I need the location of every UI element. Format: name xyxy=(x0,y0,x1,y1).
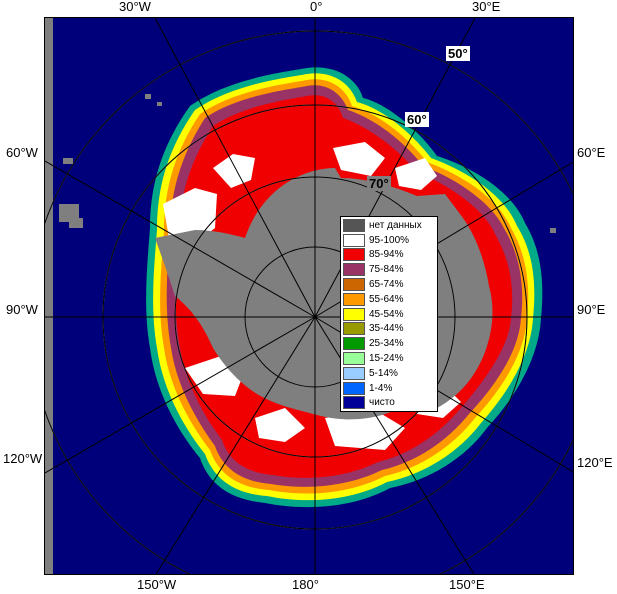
legend-item: 5-14% xyxy=(343,366,435,381)
legend-label: чисто xyxy=(369,397,395,409)
legend-label: 35-44% xyxy=(369,323,404,335)
land-speckles xyxy=(59,94,556,233)
legend-item: чисто xyxy=(343,396,435,411)
lon-label-150w: 150°W xyxy=(137,577,177,592)
lon-label-30w: 30°W xyxy=(119,0,151,14)
lat-label-60: 60° xyxy=(405,112,429,127)
legend-item: 65-74% xyxy=(343,277,435,292)
legend-swatch xyxy=(343,233,365,247)
legend-item: 35-44% xyxy=(343,322,435,337)
legend-label: 25-34% xyxy=(369,338,404,350)
lon-label-120e: 120°E xyxy=(577,455,613,470)
legend-swatch xyxy=(343,322,365,336)
legend-label: 45-54% xyxy=(369,308,404,320)
legend-label: 55-64% xyxy=(369,293,404,305)
legend-label: 85-94% xyxy=(369,249,404,261)
legend-swatch xyxy=(343,218,365,232)
ice-95-100 xyxy=(163,142,461,450)
legend-item: 15-24% xyxy=(343,351,435,366)
legend-label: 75-84% xyxy=(369,264,404,276)
lon-label-120w: 120°W xyxy=(3,451,43,466)
lon-label-90w: 90°W xyxy=(6,302,38,317)
lon-label-60w: 60°W xyxy=(6,145,38,160)
lat-label-50: 50° xyxy=(446,46,470,61)
lon-label-150e: 150°E xyxy=(449,577,485,592)
legend-item: 85-94% xyxy=(343,248,435,263)
legend-item: 25-34% xyxy=(343,336,435,351)
legend-label: 15-24% xyxy=(369,353,404,365)
lon-label-30e: 30°E xyxy=(472,0,501,14)
sea-ice-map xyxy=(44,17,574,575)
meridians xyxy=(45,18,573,574)
legend-item: 55-64% xyxy=(343,292,435,307)
legend-swatch xyxy=(343,366,365,380)
legend-item: 45-54% xyxy=(343,307,435,322)
legend-swatch xyxy=(343,381,365,395)
polar-stereographic-map xyxy=(45,18,573,574)
legend-swatch xyxy=(343,396,365,410)
lon-label-60e: 60°E xyxy=(577,145,606,160)
legend-label: 1-4% xyxy=(369,382,393,394)
legend-swatch xyxy=(343,278,365,292)
legend: нет данных 95-100% 85-94% 75-84% 65-74% 55-64… xyxy=(340,216,438,413)
lon-label-90e: 90°E xyxy=(577,302,606,317)
legend-swatch xyxy=(343,352,365,366)
legend-swatch xyxy=(343,307,365,321)
legend-swatch xyxy=(343,337,365,351)
legend-label: нет данных xyxy=(369,219,422,231)
lat-label-70: 70° xyxy=(367,176,391,191)
legend-label: 95-100% xyxy=(369,234,410,246)
legend-item: 1-4% xyxy=(343,381,435,396)
legend-swatch xyxy=(343,248,365,262)
legend-label: 5-14% xyxy=(369,367,398,379)
lon-label-180: 180° xyxy=(292,577,319,592)
legend-swatch xyxy=(343,263,365,277)
legend-swatch xyxy=(343,292,365,306)
no-data-margin xyxy=(45,18,53,574)
legend-item: 95-100% xyxy=(343,233,435,248)
legend-label: 65-74% xyxy=(369,279,404,291)
legend-item: 75-84% xyxy=(343,262,435,277)
legend-item: нет данных xyxy=(343,218,435,233)
lon-label-0: 0° xyxy=(310,0,323,14)
